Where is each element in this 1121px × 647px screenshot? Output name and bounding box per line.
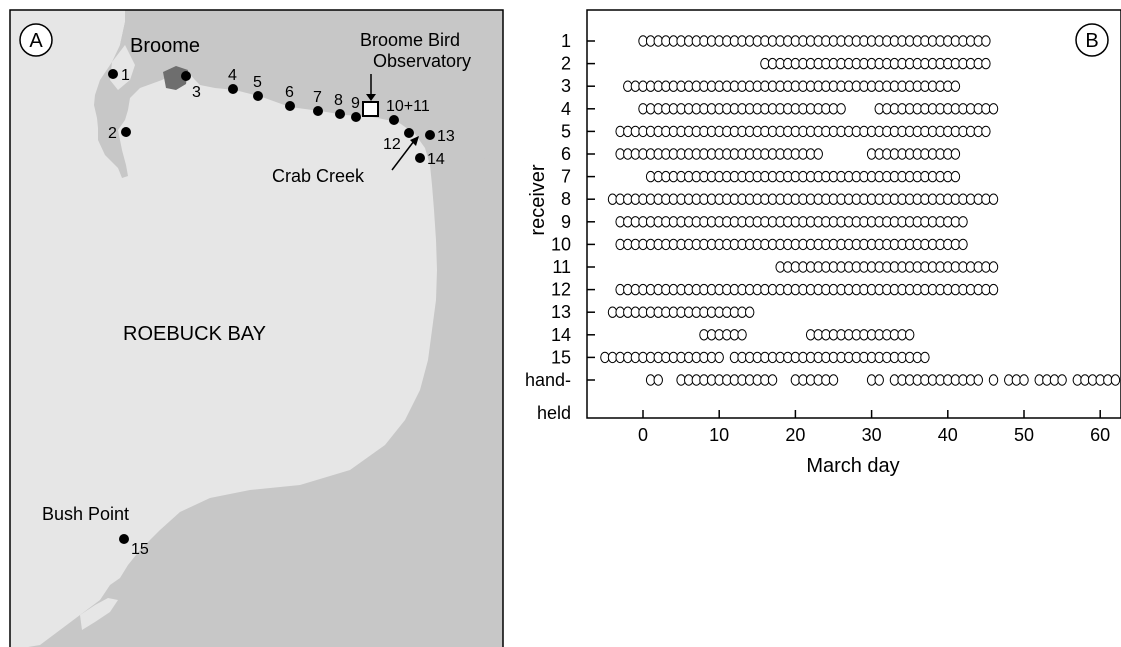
detection-point bbox=[974, 375, 982, 385]
x-tick-label-20: 20 bbox=[785, 425, 805, 445]
detection-chart: B March day receiver held 0 10 20 30 40 50 60 1… bbox=[525, 10, 1121, 477]
y-tick-label-extra: held bbox=[537, 403, 571, 423]
y-tick-label-3: 4 bbox=[561, 99, 571, 119]
y-tick-label-12: 13 bbox=[551, 302, 571, 322]
detection-point bbox=[745, 307, 753, 317]
detection-point bbox=[906, 330, 914, 340]
station-13-label: 13 bbox=[437, 128, 455, 145]
y-tick-label-8: 9 bbox=[561, 212, 571, 232]
y-tick-label-0: 1 bbox=[561, 31, 571, 51]
x-tick-label-10: 10 bbox=[709, 425, 729, 445]
station-4-label: 4 bbox=[228, 67, 237, 84]
observatory-marker bbox=[363, 102, 378, 116]
y-tick-label-7: 8 bbox=[561, 189, 571, 209]
detection-point bbox=[715, 352, 723, 362]
y-tick-label-11: 12 bbox=[551, 280, 571, 300]
y-tick-label-13: 14 bbox=[551, 325, 571, 345]
station-2-label: 2 bbox=[108, 125, 117, 142]
detection-point bbox=[738, 330, 746, 340]
panel-b-label: B bbox=[1085, 30, 1098, 52]
detection-point bbox=[1111, 375, 1119, 385]
detection-point bbox=[951, 149, 959, 159]
detection-point bbox=[829, 375, 837, 385]
point-label: Bush Point bbox=[42, 504, 129, 524]
x-tick-label-0: 0 bbox=[638, 425, 648, 445]
station-4: 4 bbox=[228, 67, 238, 94]
detection-point bbox=[951, 81, 959, 91]
town-label: Broome bbox=[130, 35, 200, 57]
detection-point bbox=[982, 58, 990, 68]
detection-point bbox=[989, 104, 997, 114]
detection-point bbox=[654, 375, 662, 385]
detection-point bbox=[837, 104, 845, 114]
y-tick-label-1: 2 bbox=[561, 54, 571, 74]
station-7: 7 bbox=[313, 89, 323, 116]
station-9: 9 bbox=[351, 95, 361, 122]
observatory-label-2: Observatory bbox=[373, 51, 471, 71]
x-tick-label-40: 40 bbox=[938, 425, 958, 445]
y-tick-label-6: 7 bbox=[561, 167, 571, 187]
detection-point bbox=[1020, 375, 1028, 385]
panel-a-label: A bbox=[29, 30, 43, 52]
station-6: 6 bbox=[285, 84, 295, 111]
station-3-label: 3 bbox=[192, 84, 201, 101]
detection-point bbox=[989, 262, 997, 272]
detection-point bbox=[989, 284, 997, 294]
station-5-label: 5 bbox=[253, 74, 262, 91]
creek-label: Crab Creek bbox=[272, 166, 365, 186]
detection-point bbox=[951, 171, 959, 181]
detection-point bbox=[982, 126, 990, 136]
detection-point bbox=[989, 194, 997, 204]
station-6-label: 6 bbox=[285, 84, 294, 101]
station-10-11-label: 10+11 bbox=[386, 98, 430, 115]
x-tick-label-30: 30 bbox=[862, 425, 882, 445]
detection-point bbox=[921, 352, 929, 362]
detection-point bbox=[768, 375, 776, 385]
station-9-label: 9 bbox=[351, 95, 360, 112]
station-1-label: 1 bbox=[121, 67, 130, 84]
station-14-label: 14 bbox=[427, 151, 445, 168]
detection-point bbox=[959, 217, 967, 227]
y-axis-label: receiver bbox=[527, 164, 549, 235]
y-tick-label-2: 3 bbox=[561, 76, 571, 96]
station-15-label: 15 bbox=[131, 541, 149, 558]
station-12-label: 12 bbox=[383, 136, 401, 153]
y-tick-label-5: 6 bbox=[561, 144, 571, 164]
map-panel: A Broome Broome Bird Observatory ROEBUCK… bbox=[10, 10, 503, 647]
observatory-label-1: Broome Bird bbox=[360, 30, 460, 50]
detection-point bbox=[989, 375, 997, 385]
detection-point bbox=[982, 36, 990, 46]
y-tick-label-4: 5 bbox=[561, 121, 571, 141]
bay-label: ROEBUCK BAY bbox=[123, 323, 266, 345]
y-tick-label-15: hand- bbox=[525, 370, 571, 390]
detection-point bbox=[1058, 375, 1066, 385]
detection-point bbox=[814, 149, 822, 159]
y-tick-label-10: 11 bbox=[552, 257, 571, 277]
y-tick-label-9: 10 bbox=[551, 234, 571, 254]
station-7-label: 7 bbox=[313, 89, 322, 106]
x-tick-label-60: 60 bbox=[1090, 425, 1110, 445]
station-5: 5 bbox=[253, 74, 263, 101]
station-8-label: 8 bbox=[334, 92, 343, 109]
y-tick-label-14: 15 bbox=[551, 347, 571, 367]
x-tick-label-50: 50 bbox=[1014, 425, 1034, 445]
detection-point bbox=[959, 239, 967, 249]
detection-point bbox=[875, 375, 883, 385]
x-axis-label: March day bbox=[806, 455, 899, 477]
